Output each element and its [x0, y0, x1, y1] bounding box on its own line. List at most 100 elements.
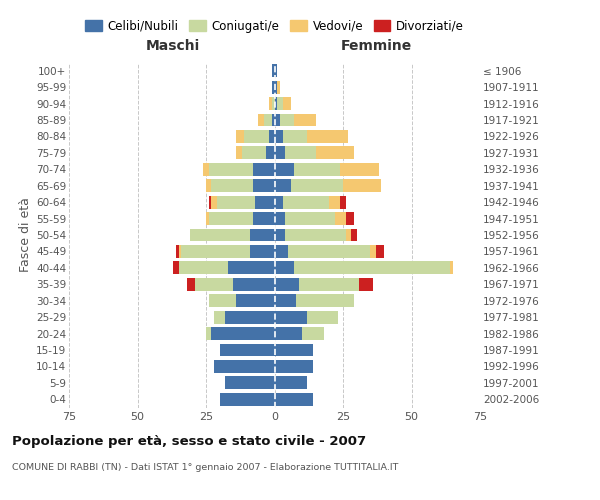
Bar [190, 228, 250, 241]
Bar [263, 114, 272, 126]
Bar [275, 97, 277, 110]
Bar [277, 97, 283, 110]
Bar [228, 262, 275, 274]
Bar [211, 327, 275, 340]
Bar [283, 130, 307, 143]
Bar [275, 196, 283, 208]
Bar [242, 146, 266, 160]
Bar [280, 114, 293, 126]
Bar [266, 146, 275, 160]
Text: Popolazione per età, sesso e stato civile - 2007: Popolazione per età, sesso e stato civil… [12, 435, 366, 448]
Bar [258, 114, 263, 126]
Bar [256, 196, 275, 208]
Bar [236, 130, 244, 143]
Bar [209, 212, 253, 225]
Bar [244, 130, 269, 143]
Bar [275, 360, 313, 373]
Bar [335, 212, 346, 225]
Bar [351, 228, 357, 241]
Bar [209, 294, 236, 307]
Bar [450, 262, 452, 274]
Bar [272, 97, 275, 110]
Bar [233, 278, 275, 290]
Bar [288, 245, 370, 258]
Bar [302, 327, 324, 340]
Bar [359, 278, 373, 290]
Bar [272, 114, 275, 126]
Bar [286, 146, 316, 160]
Bar [275, 212, 286, 225]
Bar [316, 146, 354, 160]
Bar [275, 344, 313, 356]
Bar [275, 262, 293, 274]
Bar [236, 294, 275, 307]
Text: COMUNE DI RABBI (TN) - Dati ISTAT 1° gennaio 2007 - Elaborazione TUTTITALIA.IT: COMUNE DI RABBI (TN) - Dati ISTAT 1° gen… [12, 462, 398, 471]
Bar [293, 114, 316, 126]
Bar [329, 196, 340, 208]
Bar [275, 80, 277, 94]
Bar [253, 163, 275, 175]
Bar [225, 376, 275, 390]
Bar [275, 245, 288, 258]
Legend: Celibi/Nubili, Coniugati/e, Vedovi/e, Divorziati/e: Celibi/Nubili, Coniugati/e, Vedovi/e, Di… [80, 15, 469, 38]
Bar [206, 327, 211, 340]
Bar [296, 294, 354, 307]
Bar [275, 310, 307, 324]
Bar [283, 97, 291, 110]
Bar [293, 163, 340, 175]
Bar [250, 245, 275, 258]
Bar [277, 80, 280, 94]
Text: Femmine: Femmine [340, 40, 412, 54]
Bar [179, 245, 181, 258]
Bar [275, 130, 283, 143]
Bar [286, 212, 335, 225]
Y-axis label: Fasce di età: Fasce di età [19, 198, 32, 272]
Bar [176, 245, 179, 258]
Bar [307, 310, 338, 324]
Bar [291, 180, 343, 192]
Bar [209, 163, 253, 175]
Bar [211, 196, 217, 208]
Bar [275, 327, 302, 340]
Bar [214, 360, 275, 373]
Bar [376, 245, 384, 258]
Bar [220, 393, 275, 406]
Bar [275, 278, 299, 290]
Bar [307, 130, 349, 143]
Bar [370, 245, 376, 258]
Bar [275, 64, 277, 77]
Bar [275, 180, 291, 192]
Bar [275, 393, 313, 406]
Bar [179, 262, 228, 274]
Bar [206, 180, 211, 192]
Bar [275, 228, 286, 241]
Bar [253, 180, 275, 192]
Bar [272, 80, 275, 94]
Bar [346, 212, 354, 225]
Bar [346, 228, 351, 241]
Bar [340, 163, 379, 175]
Bar [250, 228, 275, 241]
Text: Maschi: Maschi [146, 40, 200, 54]
Bar [225, 310, 275, 324]
Bar [203, 163, 209, 175]
Bar [299, 278, 359, 290]
Bar [275, 294, 296, 307]
Bar [275, 114, 280, 126]
Bar [211, 180, 253, 192]
Bar [195, 278, 233, 290]
Bar [181, 245, 250, 258]
Bar [173, 262, 179, 274]
Bar [253, 212, 275, 225]
Bar [209, 196, 211, 208]
Bar [214, 310, 225, 324]
Bar [275, 376, 307, 390]
Bar [286, 228, 346, 241]
Bar [275, 146, 286, 160]
Bar [187, 278, 195, 290]
Bar [220, 344, 275, 356]
Bar [272, 64, 275, 77]
Bar [340, 196, 346, 208]
Bar [283, 196, 329, 208]
Bar [217, 196, 256, 208]
